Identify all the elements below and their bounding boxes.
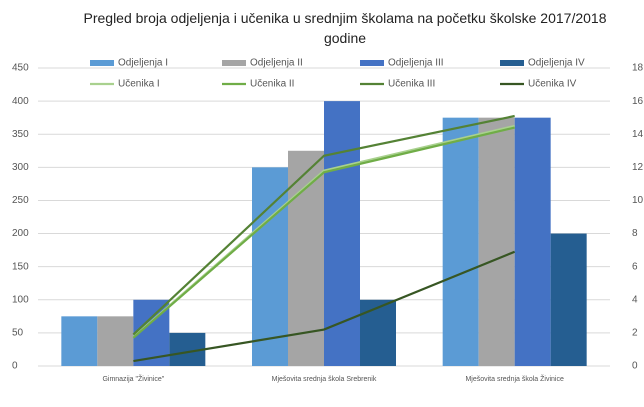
y2-tick-label: 0	[632, 361, 638, 372]
y2-tick-label: 4	[632, 294, 638, 305]
y-tick-label: 400	[12, 96, 29, 107]
x-tick-label: Mješovita srednja škola Živinice	[465, 374, 564, 383]
legend-swatch	[90, 60, 114, 66]
line-series	[132, 114, 515, 336]
legend-label: Odjeljenja I	[118, 58, 168, 69]
y-tick-label: 250	[12, 195, 29, 206]
legend-label: Učenika I	[118, 79, 160, 90]
line-series	[133, 250, 516, 363]
legend-label: Odjeljenja III	[388, 58, 444, 69]
bar	[550, 233, 587, 366]
legend-label: Učenika IV	[528, 79, 577, 90]
y2-tick-label: 14	[632, 129, 644, 140]
legend-label: Učenika III	[388, 79, 435, 90]
y2-tick-label: 10	[632, 195, 644, 206]
y2-tick-label: 8	[632, 228, 638, 239]
y-tick-label: 350	[12, 129, 29, 140]
y-tick-label: 200	[12, 228, 29, 239]
legend-swatch	[222, 60, 246, 66]
bar	[97, 316, 134, 366]
bar	[252, 167, 288, 366]
bar	[61, 316, 98, 366]
bar	[478, 117, 515, 367]
y2-tick-label: 16	[632, 96, 644, 107]
legend-label: Odjeljenja II	[250, 58, 303, 69]
x-tick-label: Mješovita srednja škola Srebrenik	[272, 376, 377, 383]
legend-label: Odjeljenja IV	[528, 58, 585, 69]
bar	[514, 117, 551, 367]
y-tick-label: 100	[12, 294, 29, 305]
y2-tick-label: 12	[632, 162, 644, 173]
bar	[360, 299, 396, 366]
y-tick-label: 50	[12, 328, 24, 339]
y2-tick-label: 2	[632, 328, 638, 339]
y-tick-label: 450	[12, 63, 29, 74]
bar	[442, 117, 479, 367]
y-tick-label: 0	[12, 361, 18, 372]
legend-swatch	[360, 60, 384, 66]
chart-title: Pregled broja odjeljenja i učenika u sre…	[83, 10, 607, 46]
legend-label: Učenika II	[250, 79, 294, 90]
y2-tick-label: 6	[632, 261, 638, 272]
legend-swatch	[500, 60, 524, 66]
y2-tick-label: 18	[632, 63, 644, 74]
x-tick-label: Gimnazija "Živinice"	[102, 374, 164, 383]
y-tick-label: 150	[12, 261, 29, 272]
y-tick-label: 300	[12, 162, 29, 173]
line-series	[132, 126, 515, 339]
